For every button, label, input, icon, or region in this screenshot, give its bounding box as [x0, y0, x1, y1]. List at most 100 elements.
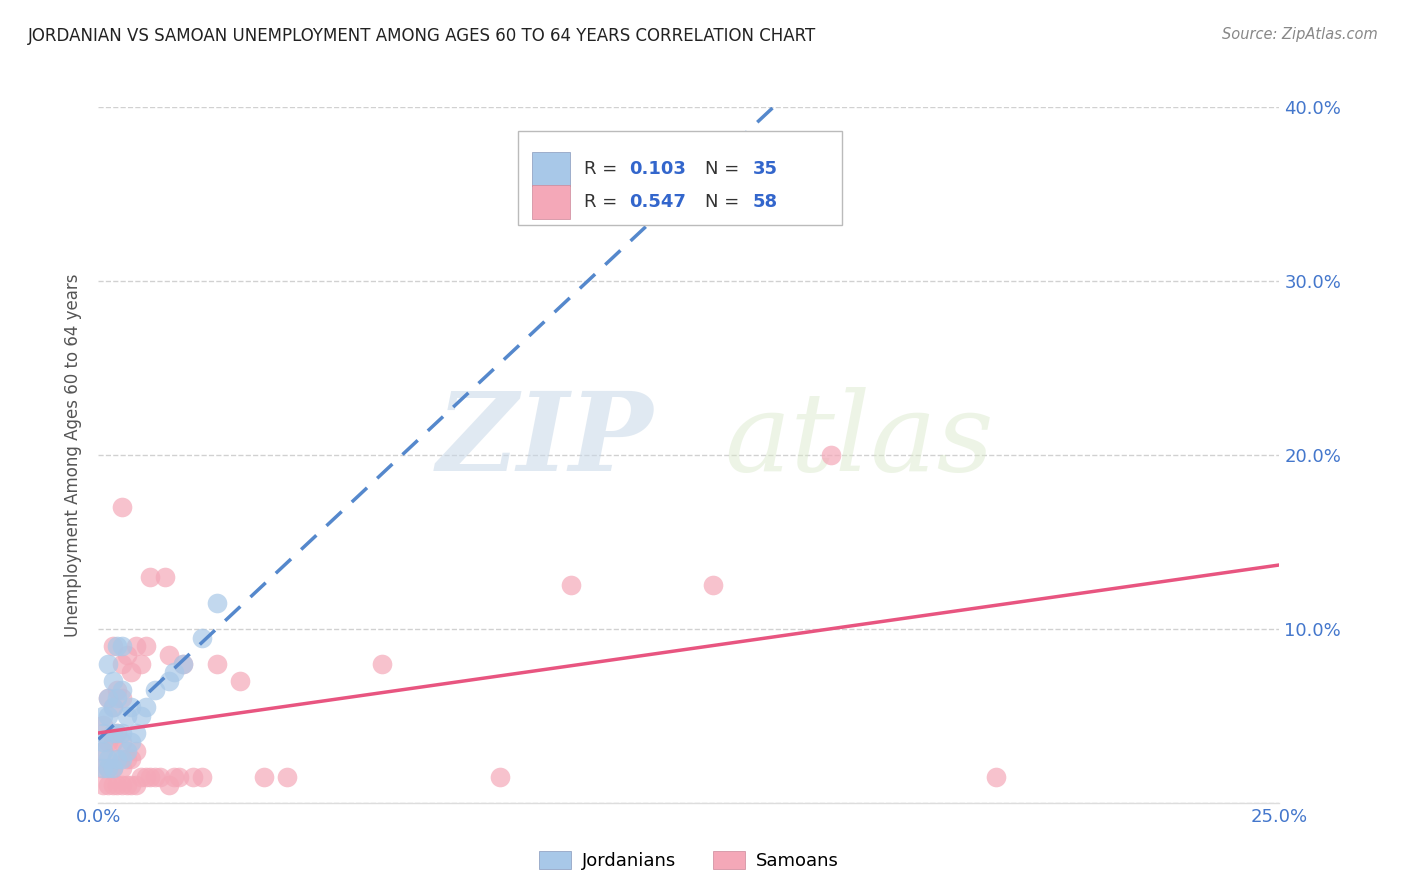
Text: N =: N =: [706, 160, 745, 178]
Text: R =: R =: [583, 160, 623, 178]
Text: 35: 35: [752, 160, 778, 178]
Point: [153, 570, 176, 584]
Point: [111, 682, 134, 697]
Point: [157, 648, 180, 662]
Point: [125, 778, 148, 792]
Point: [125, 726, 148, 740]
Point: [115, 778, 138, 792]
Point: [139, 570, 162, 584]
Point: [105, 682, 128, 697]
Point: [101, 761, 124, 775]
Point: [276, 770, 298, 784]
Point: [105, 752, 128, 766]
Point: [111, 500, 134, 514]
Point: [163, 770, 186, 784]
Point: [820, 448, 842, 462]
Y-axis label: Unemployment Among Ages 60 to 64 years: Unemployment Among Ages 60 to 64 years: [65, 273, 83, 637]
Point: [191, 631, 214, 645]
Point: [105, 752, 128, 766]
Point: [115, 752, 138, 766]
Point: [101, 726, 124, 740]
Point: [172, 657, 194, 671]
Point: [105, 726, 128, 740]
Point: [97, 761, 120, 775]
Point: [121, 778, 143, 792]
Point: [111, 735, 134, 749]
Text: ZIP: ZIP: [437, 387, 654, 495]
Point: [111, 778, 134, 792]
Point: [91, 744, 114, 758]
Point: [167, 770, 190, 784]
Text: R =: R =: [583, 193, 623, 211]
Point: [139, 770, 162, 784]
Point: [91, 717, 114, 731]
Text: N =: N =: [706, 193, 745, 211]
Point: [129, 770, 152, 784]
Point: [702, 578, 724, 592]
Point: [135, 639, 157, 653]
FancyBboxPatch shape: [517, 131, 842, 226]
Point: [101, 700, 124, 714]
Point: [105, 639, 128, 653]
Text: 58: 58: [752, 193, 778, 211]
Point: [125, 744, 148, 758]
Point: [205, 657, 228, 671]
Point: [111, 761, 134, 775]
Point: [90, 761, 112, 775]
Point: [253, 770, 276, 784]
Point: [97, 735, 120, 749]
Point: [101, 700, 124, 714]
Point: [135, 700, 157, 714]
Point: [101, 674, 124, 689]
Point: [105, 778, 128, 792]
Point: [560, 578, 582, 592]
Text: JORDANIAN VS SAMOAN UNEMPLOYMENT AMONG AGES 60 TO 64 YEARS CORRELATION CHART: JORDANIAN VS SAMOAN UNEMPLOYMENT AMONG A…: [28, 27, 817, 45]
Point: [129, 657, 152, 671]
Point: [111, 639, 134, 653]
Point: [115, 744, 138, 758]
Point: [97, 778, 120, 792]
Point: [105, 691, 128, 706]
Point: [489, 770, 512, 784]
Point: [97, 708, 120, 723]
Point: [97, 657, 120, 671]
Point: [229, 674, 252, 689]
Point: [101, 735, 124, 749]
Point: [111, 657, 134, 671]
Point: [97, 691, 120, 706]
Point: [111, 726, 134, 740]
Point: [181, 770, 204, 784]
Point: [115, 648, 138, 662]
Point: [97, 752, 120, 766]
Point: [101, 761, 124, 775]
Point: [121, 752, 143, 766]
Point: [97, 691, 120, 706]
Point: [111, 691, 134, 706]
Point: [135, 770, 157, 784]
Point: [191, 770, 214, 784]
FancyBboxPatch shape: [531, 186, 569, 219]
Point: [115, 708, 138, 723]
Point: [111, 752, 134, 766]
Point: [984, 770, 1007, 784]
Text: 0.103: 0.103: [628, 160, 686, 178]
Point: [121, 700, 143, 714]
Point: [105, 726, 128, 740]
Legend: Jordanians, Samoans: Jordanians, Samoans: [531, 844, 846, 877]
Point: [101, 639, 124, 653]
Point: [91, 778, 114, 792]
Point: [205, 596, 228, 610]
Point: [91, 744, 114, 758]
Text: 0.547: 0.547: [628, 193, 686, 211]
Point: [91, 708, 114, 723]
Point: [143, 770, 166, 784]
Point: [172, 657, 194, 671]
Point: [101, 778, 124, 792]
Point: [163, 665, 186, 680]
Point: [157, 778, 180, 792]
Point: [157, 674, 180, 689]
Point: [121, 665, 143, 680]
Text: Source: ZipAtlas.com: Source: ZipAtlas.com: [1222, 27, 1378, 42]
FancyBboxPatch shape: [531, 153, 569, 186]
Point: [149, 770, 172, 784]
